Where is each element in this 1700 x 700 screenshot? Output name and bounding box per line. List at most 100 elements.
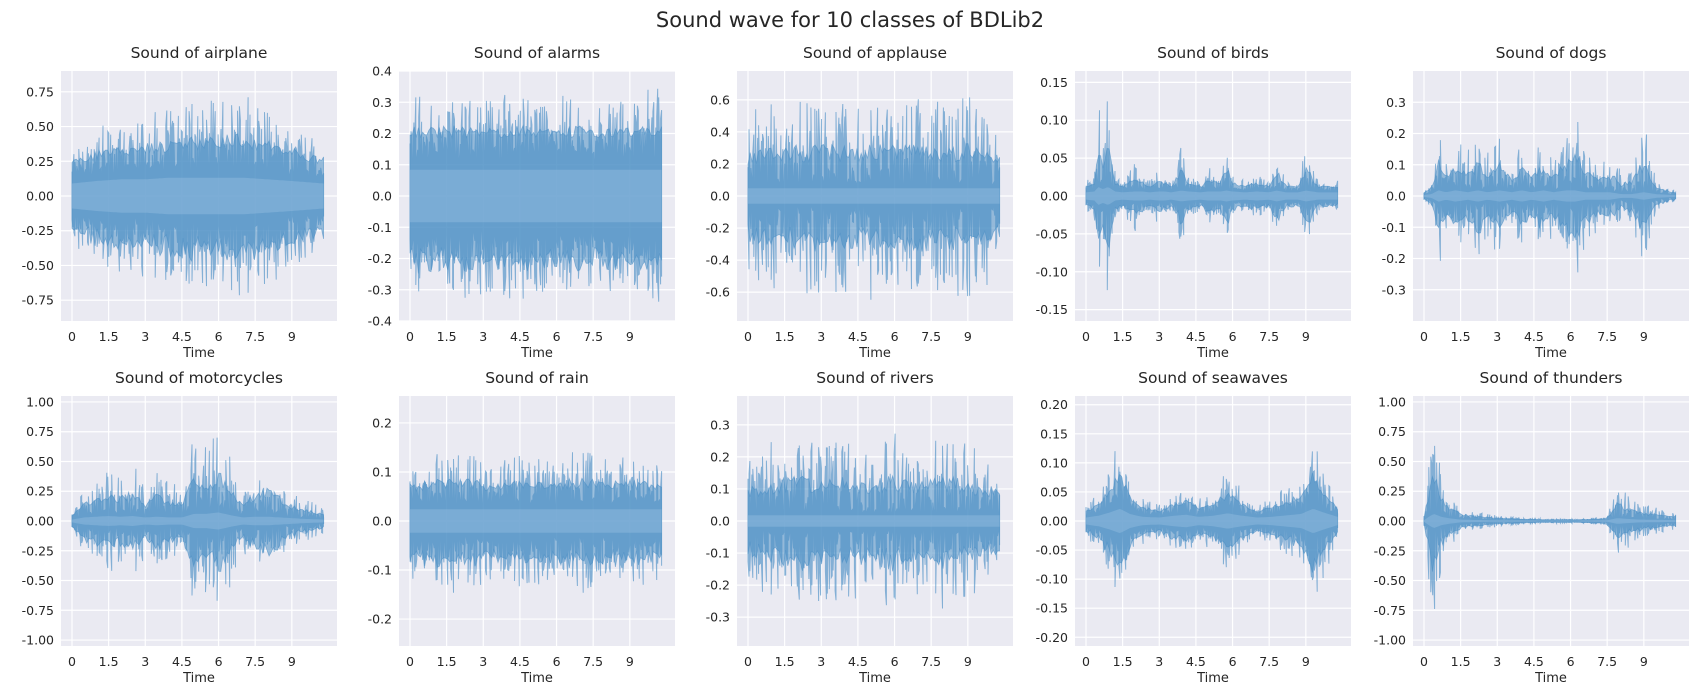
y-tick-label: -0.75 [1374, 603, 1406, 618]
subplot-title: Sound of birds [1157, 44, 1269, 62]
y-tick-label: 0.3 [1386, 95, 1406, 110]
x-tick-label: 9 [288, 654, 296, 669]
x-axis-label: Time [182, 671, 215, 686]
y-tick-label: 0.3 [372, 95, 392, 110]
y-tick-label: -0.6 [706, 285, 730, 300]
x-tick-label: 0 [744, 329, 752, 344]
y-tick-label: 0.4 [372, 64, 392, 79]
y-tick-label: -1.00 [1374, 633, 1406, 648]
y-tick-label: -0.1 [1382, 220, 1406, 235]
x-tick-label: 7.5 [1259, 329, 1279, 344]
y-tick-label: -0.1 [368, 563, 392, 578]
y-tick-label: -0.50 [22, 258, 54, 273]
subplot-9: 0 1.5 3 4.5 6 7.5 9 -0.20 -0.15 -0.10 -0.05 0.00 0.0… [1036, 369, 1351, 686]
y-tick-label: -0.2 [368, 612, 392, 627]
y-tick-label: 1.00 [1378, 394, 1406, 409]
y-tick-label: 0.2 [372, 126, 392, 141]
x-tick-label: 9 [964, 654, 972, 669]
waveform-core [1424, 190, 1676, 202]
x-axis-label: Time [1534, 671, 1567, 686]
x-tick-label: 4.5 [1186, 329, 1206, 344]
y-tick-label: -0.05 [1036, 226, 1068, 241]
y-tick-label: -0.10 [1036, 572, 1068, 587]
y-tick-label: 0.1 [1386, 157, 1406, 172]
y-tick-label: 0.25 [1378, 484, 1406, 499]
x-tick-label: 7.5 [921, 654, 941, 669]
y-tick-label: -0.25 [22, 543, 54, 558]
x-tick-label: 1.5 [1451, 654, 1471, 669]
waveform-core [72, 177, 324, 215]
subplot-title: Sound of airplane [131, 44, 268, 62]
waveform-core [410, 169, 662, 223]
y-tick-label: 0.25 [26, 154, 54, 169]
x-tick-label: 7.5 [1597, 654, 1617, 669]
y-tick-label: 0.1 [710, 481, 730, 496]
x-tick-label: 4.5 [848, 329, 868, 344]
y-tick-label: -0.3 [368, 282, 392, 297]
subplot-3: 0 1.5 3 4.5 6 7.5 9 -0.6 -0.4 -0.2 0.0 0.2 0.4 0.6 Sou… [706, 44, 1013, 361]
x-tick-label: 6 [553, 654, 561, 669]
y-tick-label: -0.15 [1036, 601, 1068, 616]
subplot-title: Sound of seawaves [1138, 369, 1288, 387]
x-axis-label: Time [1196, 346, 1229, 361]
x-tick-label: 1.5 [99, 654, 119, 669]
y-tick-label: 0.2 [710, 156, 730, 171]
y-tick-label: 0.4 [710, 124, 730, 139]
y-tick-label: 0.1 [372, 464, 392, 479]
x-tick-label: 1.5 [437, 329, 457, 344]
subplot-4: 0 1.5 3 4.5 6 7.5 9 -0.15 -0.10 -0.05 0.00 0.05 0.10… [1036, 44, 1351, 361]
y-tick-label: 0.50 [26, 454, 54, 469]
x-tick-label: 0 [1420, 654, 1428, 669]
y-tick-label: -0.50 [1374, 573, 1406, 588]
x-tick-label: 9 [1640, 329, 1648, 344]
x-tick-label: 3 [141, 654, 149, 669]
x-tick-label: 9 [1640, 654, 1648, 669]
y-tick-label: 0.50 [1378, 454, 1406, 469]
x-tick-label: 4.5 [510, 654, 530, 669]
waveform-core [72, 512, 324, 530]
x-tick-label: 6 [1229, 654, 1237, 669]
x-tick-label: 0 [68, 329, 76, 344]
y-tick-label: -0.05 [1036, 543, 1068, 558]
waveform-core [1086, 509, 1338, 533]
x-tick-label: 7.5 [583, 654, 603, 669]
x-tick-label: 1.5 [1113, 654, 1133, 669]
subplot-title: Sound of dogs [1496, 44, 1607, 62]
x-tick-label: 9 [1302, 654, 1310, 669]
y-tick-label: 0.75 [1378, 424, 1406, 439]
y-tick-label: 0.0 [372, 189, 392, 204]
x-tick-label: 1.5 [1451, 329, 1471, 344]
y-tick-label: 0.00 [1040, 514, 1068, 529]
y-tick-label: -0.50 [22, 573, 54, 588]
x-tick-label: 7.5 [583, 329, 603, 344]
y-tick-label: 0.10 [1040, 455, 1068, 470]
y-tick-label: 0.15 [1040, 75, 1068, 90]
y-tick-label: 0.05 [1040, 151, 1068, 166]
y-tick-label: 0.2 [1386, 126, 1406, 141]
x-tick-label: 1.5 [1113, 329, 1133, 344]
x-tick-label: 7.5 [921, 329, 941, 344]
x-tick-label: 6 [891, 654, 899, 669]
x-tick-label: 4.5 [172, 329, 192, 344]
x-tick-label: 3 [1493, 329, 1501, 344]
x-tick-label: 9 [626, 654, 634, 669]
y-tick-label: -0.4 [368, 314, 392, 329]
x-tick-label: 4.5 [1524, 654, 1544, 669]
y-tick-label: 0.0 [1386, 189, 1406, 204]
y-tick-label: -0.1 [368, 220, 392, 235]
x-tick-label: 9 [288, 329, 296, 344]
x-tick-label: 3 [1493, 654, 1501, 669]
x-tick-label: 4.5 [1524, 329, 1544, 344]
x-tick-label: 6 [891, 329, 899, 344]
y-tick-label: 0.2 [372, 415, 392, 430]
y-tick-label: 0.10 [1040, 113, 1068, 128]
subplot-title: Sound of thunders [1480, 369, 1623, 387]
waveform-core [1424, 514, 1676, 528]
x-tick-label: 4.5 [848, 654, 868, 669]
y-tick-label: 0.75 [26, 84, 54, 99]
x-tick-label: 9 [626, 329, 634, 344]
x-tick-label: 3 [141, 329, 149, 344]
x-tick-label: 0 [68, 654, 76, 669]
x-tick-label: 3 [1155, 329, 1163, 344]
